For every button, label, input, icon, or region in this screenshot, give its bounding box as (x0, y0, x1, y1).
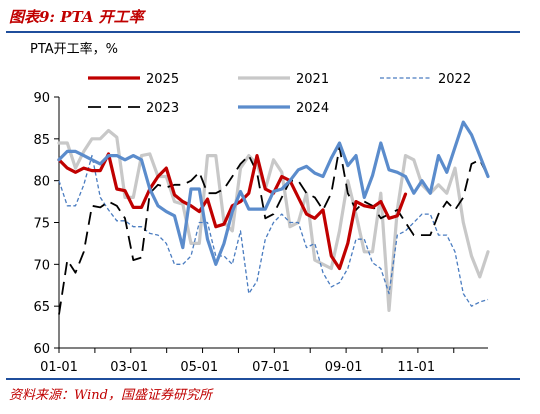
y-tick-label: 65 (33, 300, 50, 315)
series-line-2021 (57, 128, 490, 312)
y-axis-label: PTA开工率，% (30, 41, 118, 57)
y-tick-label: 75 (33, 217, 50, 232)
y-tick-label: 90 (33, 91, 50, 106)
x-tick-label: 03-01 (110, 360, 148, 375)
y-axis: 60 65 70 75 80 85 90 (33, 91, 60, 357)
figure-source: 资料来源：Wind，国盛证券研究所 (9, 388, 212, 403)
figure-title: 图表9: PTA 开工率 (9, 8, 144, 26)
x-tick-label: 11-01 (397, 360, 435, 375)
y-tick-label: 60 (33, 342, 50, 357)
x-tick-label: 09-01 (325, 360, 363, 375)
series-line-2025 (57, 152, 408, 271)
legend: 2025 2021 2022 2023 2024 (88, 72, 471, 116)
legend-label-2021: 2021 (296, 72, 329, 87)
legend-label-2022: 2022 (438, 72, 471, 87)
y-tick-label: 85 (33, 133, 50, 148)
series-line-2023 (58, 146, 489, 315)
legend-label-2024: 2024 (296, 101, 329, 116)
series-line-2022 (58, 154, 489, 307)
x-tick-label: 01-01 (40, 360, 78, 375)
legend-label-2023: 2023 (146, 101, 179, 116)
y-tick-label: 80 (33, 175, 50, 190)
series-lines (57, 120, 490, 315)
bottom-rule (6, 378, 520, 380)
y-tick-label: 70 (33, 258, 50, 273)
legend-label-2025: 2025 (146, 72, 179, 87)
x-axis: 01-01 03-01 05-01 07-01 09-01 11-01 (40, 347, 488, 375)
top-rule (6, 31, 520, 33)
x-tick-label: 07-01 (252, 360, 290, 375)
series-line-2024 (57, 120, 490, 266)
x-tick-label: 05-01 (180, 360, 218, 375)
